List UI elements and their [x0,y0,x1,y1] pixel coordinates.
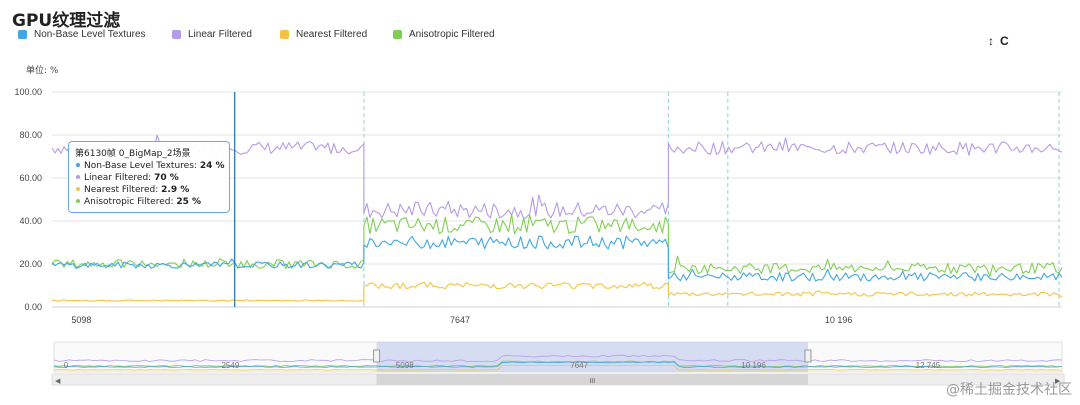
tooltip-row: Non-Base Level Textures: 24 % [75,160,225,172]
tooltip-row: Nearest Filtered: 2.9 % [75,184,223,196]
series-line [51,281,1063,302]
x-tick-label: 7647 [450,315,470,325]
series-line [51,213,1063,277]
tooltip-value: 2.9 % [161,185,190,195]
x-tick-label: 10 196 [825,315,853,325]
tooltip: 第6130帧 0_BigMap_2场景 Non-Base Level Textu… [68,141,230,213]
legend-swatch [172,30,181,39]
y-axis-unit-label: 单位: % [26,66,59,76]
legend-label: Nearest Filtered [296,29,368,40]
reset-zoom-icon[interactable]: C [1000,34,1009,48]
navigator-line [53,354,1063,363]
legend-swatch [18,30,27,39]
navigator: 0 2549 5098 7647 10 196 12 745 III ◀ ▶ [51,341,1065,386]
y-axis-ticks: 100.00 80.00 60.00 40.00 20.00 0.00 [14,87,42,312]
navigator-tick-label: 7647 [570,361,588,370]
tooltip-dot [76,163,80,167]
tooltip-label: Non-Base Level Textures: [84,161,197,171]
tooltip-dot [76,175,80,179]
scrollbar-grip: III [589,378,595,385]
tooltip-label: Nearest Filtered: [84,185,159,195]
vertical-zoom-icon[interactable]: ↕ [988,34,994,48]
navigator-tick-label: 2549 [221,361,239,370]
tooltip-label: Linear Filtered: [84,173,152,183]
legend-swatch [393,30,402,39]
legend-item-anisotropic[interactable]: Anisotropic Filtered [393,29,495,40]
line-chart[interactable]: 100.00 80.00 60.00 40.00 20.00 0.00 5098 7647 1… [0,80,1080,405]
chart-toolbar: ↕ C [988,34,1009,48]
navigator-tick-label: 0 [64,361,69,370]
navigator-line [53,361,1063,368]
x-tick-label: 5098 [71,315,91,325]
legend-label: Anisotropic Filtered [409,29,495,40]
tooltip-dot [76,187,80,191]
legend-item-linear[interactable]: Linear Filtered [172,29,280,40]
scene-boundaries [363,92,1060,307]
y-tick-label: 100.00 [14,87,42,97]
legend-label: Linear Filtered [188,29,252,40]
navigator-line [53,360,1062,368]
series-line [51,235,1063,282]
y-tick-label: 60.00 [19,173,42,183]
navigator-tick-label: 12 745 [916,361,941,370]
y-tick-label: 0.00 [24,302,42,312]
tooltip-dot [76,199,80,203]
scrollbar-thumb [376,374,808,385]
tooltip-label: Anisotropic Filtered: [84,197,174,207]
scroll-left-icon: ◀ [55,378,61,385]
legend-label: Non-Base Level Textures [34,29,146,40]
y-tick-label: 20.00 [19,259,42,269]
navigator-line [53,364,1063,371]
scroll-right-icon: ▶ [1055,378,1061,385]
navigator-handle-left [373,349,381,363]
tooltip-header: 第6130帧 0_BigMap_2场景 [75,149,191,159]
tooltip-row: Anisotropic Filtered: 25 % [75,196,223,208]
tooltip-value: 70 % [154,173,179,183]
navigator-tick-label: 5098 [396,361,414,370]
y-tick-label: 80.00 [19,130,42,140]
tooltip-value: 24 % [199,161,225,171]
legend: Non-Base Level Textures Linear Filtered … [18,29,495,40]
legend-item-nearest[interactable]: Nearest Filtered [280,29,393,40]
y-tick-label: 40.00 [19,216,42,226]
navigator-tick-label: 10 196 [741,361,766,370]
watermark: @稀土掘金技术社区 [946,382,1072,398]
legend-item-non-base[interactable]: Non-Base Level Textures [18,29,172,40]
x-axis-ticks: 5098 7647 10 196 [71,315,852,325]
chart-title: GPU纹理过滤 [12,11,121,31]
tooltip-row: Linear Filtered: 70 % [75,172,223,184]
legend-swatch [280,30,289,39]
navigator-handle-right [804,349,812,363]
tooltip-value: 25 % [176,197,202,207]
